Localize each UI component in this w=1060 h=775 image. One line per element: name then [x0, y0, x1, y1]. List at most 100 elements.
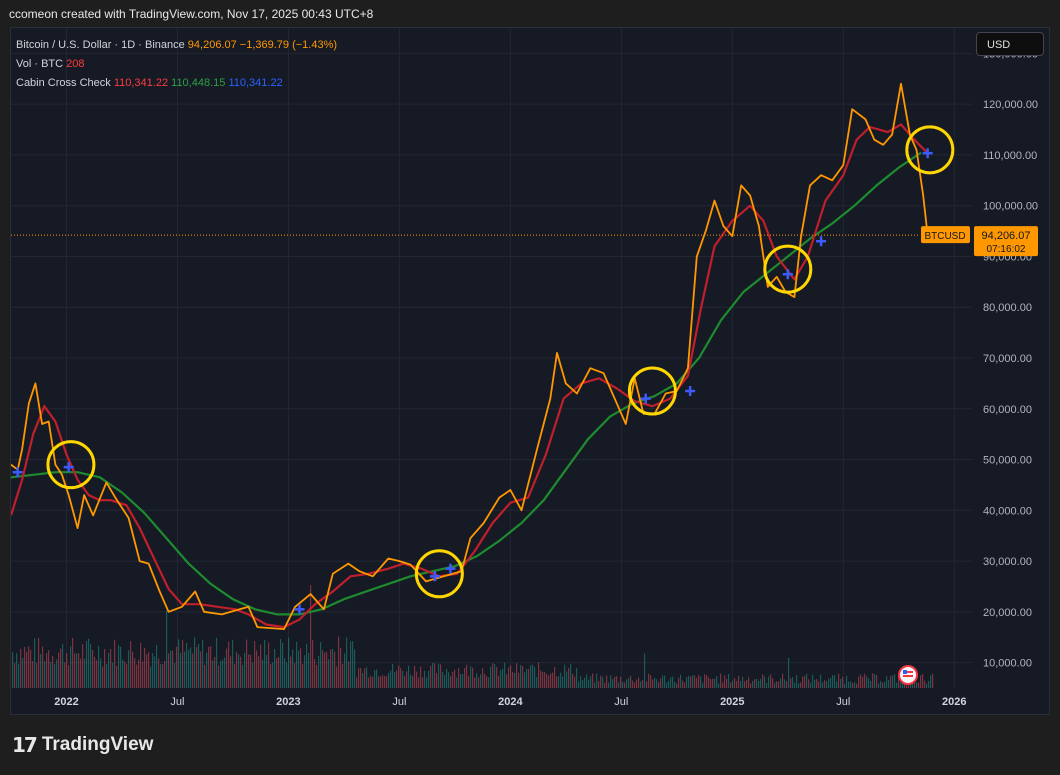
- volume-bar: [534, 667, 536, 688]
- volume-bar: [198, 644, 200, 688]
- volume-bar: [262, 659, 264, 688]
- volume-bar: [758, 680, 760, 688]
- volume-bar: [696, 677, 698, 688]
- volume-bar: [616, 676, 618, 688]
- chart-legend: Bitcoin / U.S. Dollar · 1D · Binance 94,…: [16, 36, 337, 93]
- volume-bar: [20, 648, 22, 688]
- volume-bar: [78, 653, 80, 688]
- volume-bar: [122, 659, 124, 688]
- volume-bar: [64, 662, 66, 688]
- volume-bar: [620, 676, 622, 688]
- volume-bar: [450, 676, 452, 688]
- volume-bar: [914, 683, 916, 688]
- volume-bar: [598, 680, 600, 688]
- volume-bar: [374, 670, 376, 688]
- volume-bar: [890, 676, 892, 688]
- volume-label: Vol · BTC: [16, 58, 64, 70]
- cross-marker: [445, 563, 456, 574]
- volume-bar: [222, 659, 224, 688]
- chart-caption: ccomeon created with TradingView.com, No…: [9, 7, 374, 21]
- highlight-circles: [46, 125, 955, 599]
- volume-bar: [824, 680, 826, 688]
- volume-bar: [492, 663, 494, 688]
- volume-bar: [256, 650, 258, 688]
- volume-bar: [532, 664, 534, 688]
- highlight-circle: [763, 244, 813, 294]
- volume-bar: [274, 648, 276, 688]
- volume-bar: [12, 651, 14, 688]
- volume-bar: [62, 643, 64, 688]
- volume-bar: [358, 668, 360, 688]
- volume-bar: [648, 673, 650, 688]
- volume-bar: [848, 681, 850, 688]
- volume-bar: [354, 649, 356, 688]
- volume-bar: [578, 681, 580, 688]
- volume-bar: [30, 649, 32, 688]
- volume-bar: [630, 675, 632, 688]
- volume-bar: [752, 680, 754, 688]
- currency-button[interactable]: USD: [976, 32, 1044, 56]
- volume-bar: [134, 658, 136, 688]
- volume-bar: [204, 665, 206, 688]
- volume-bar: [296, 641, 298, 688]
- volume-bar: [828, 678, 830, 688]
- volume-bar: [634, 682, 636, 688]
- volume-bar: [748, 677, 750, 688]
- volume-bar: [24, 646, 26, 688]
- cross-marker: [816, 236, 827, 247]
- volume-bar: [202, 640, 204, 688]
- volume-bar: [104, 648, 106, 688]
- symbol-label: Bitcoin / U.S. Dollar · 1D · Binance: [16, 39, 185, 51]
- volume-bar: [466, 664, 468, 688]
- volume-bar: [92, 649, 94, 688]
- volume-bar: [502, 668, 504, 688]
- flag-stripe: [903, 675, 913, 677]
- volume-bar: [592, 673, 594, 688]
- volume-bar: [32, 661, 34, 688]
- cross-marker: [685, 386, 696, 396]
- volume-bar: [88, 638, 90, 688]
- y-tick-label: 80,000.00: [983, 302, 1032, 314]
- volume-bar: [142, 661, 144, 688]
- volume-bar: [426, 677, 428, 688]
- y-tick-label: 20,000.00: [983, 607, 1032, 619]
- volume-bar: [136, 664, 138, 688]
- volume-bar: [734, 678, 736, 688]
- volume-bar: [340, 647, 342, 688]
- volume-bar: [396, 670, 398, 688]
- volume-bar: [926, 683, 928, 688]
- volume-bar: [484, 673, 486, 688]
- legend-symbol-row[interactable]: Bitcoin / U.S. Dollar · 1D · Binance 94,…: [16, 36, 337, 55]
- volume-bar: [462, 674, 464, 688]
- volume-bar: [588, 679, 590, 688]
- volume-bar: [404, 676, 406, 688]
- volume-bar: [730, 682, 732, 688]
- volume-bar: [582, 680, 584, 688]
- volume-bar: [584, 677, 586, 688]
- indicator-label: Cabin Cross Check: [16, 77, 111, 89]
- volume-bar: [666, 682, 668, 688]
- volume-bar: [52, 656, 54, 688]
- volume-bar: [22, 658, 24, 688]
- volume-bar: [798, 683, 800, 688]
- tradingview-logo[interactable]: 17 TradingView: [12, 733, 153, 757]
- legend-volume-row[interactable]: Vol · BTC 208: [16, 55, 337, 74]
- volume-bar: [720, 673, 722, 688]
- volume-bar: [754, 679, 756, 688]
- volume-bar: [378, 676, 380, 688]
- y-tick-label: 30,000.00: [983, 556, 1032, 568]
- volume-bar: [742, 676, 744, 688]
- x-tick-label: Jul: [170, 696, 184, 708]
- volume-bar: [640, 681, 642, 688]
- last-price: 94,206.07: [187, 39, 237, 51]
- volume-bar: [370, 675, 372, 688]
- highlight-circle: [905, 125, 955, 175]
- y-tick-label: 100,000.00: [983, 201, 1038, 213]
- volume-bar: [656, 679, 658, 688]
- volume-bar: [234, 664, 236, 688]
- volume-bar: [736, 680, 738, 688]
- volume-bar: [756, 678, 758, 688]
- volume-bar: [552, 672, 554, 688]
- legend-indicator-row[interactable]: Cabin Cross Check 110,341.22 110,448.15 …: [16, 74, 337, 93]
